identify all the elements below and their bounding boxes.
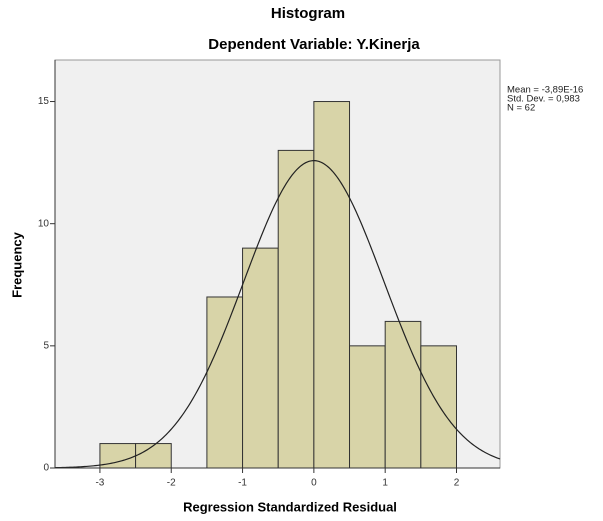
stat-label: N = 62 xyxy=(507,103,535,114)
bar xyxy=(349,345,386,469)
x-tick-label: 0 xyxy=(311,478,317,489)
bar xyxy=(135,443,172,469)
bar xyxy=(206,296,244,469)
bar xyxy=(242,247,279,469)
x-tick-label: -1 xyxy=(238,478,247,489)
bar xyxy=(99,443,137,469)
x-tick-label: -3 xyxy=(95,478,104,489)
normal-curve xyxy=(54,160,501,469)
bar xyxy=(313,101,351,469)
bar xyxy=(420,345,457,469)
stat-label: Mean = -3,89E-16 xyxy=(507,85,583,96)
y-tick-label: 10 xyxy=(38,218,50,229)
x-axis-label: Regression Standardized Residual xyxy=(183,499,397,514)
x-tick-label: -2 xyxy=(167,478,176,489)
y-axis-label: Frequency xyxy=(9,231,24,298)
x-tick-label: 1 xyxy=(382,478,388,489)
stat-label: Std. Dev. = 0,983 xyxy=(507,94,580,105)
bar xyxy=(384,320,422,469)
y-tick-label: 5 xyxy=(43,340,49,351)
x-tick-label: 2 xyxy=(454,478,460,489)
bar xyxy=(277,149,315,469)
chart-subtitle: Dependent Variable: Y.Kinerja xyxy=(208,36,420,53)
y-tick-label: 0 xyxy=(43,463,49,474)
chart-title: Histogram xyxy=(271,5,345,22)
y-tick-label: 15 xyxy=(38,96,50,107)
